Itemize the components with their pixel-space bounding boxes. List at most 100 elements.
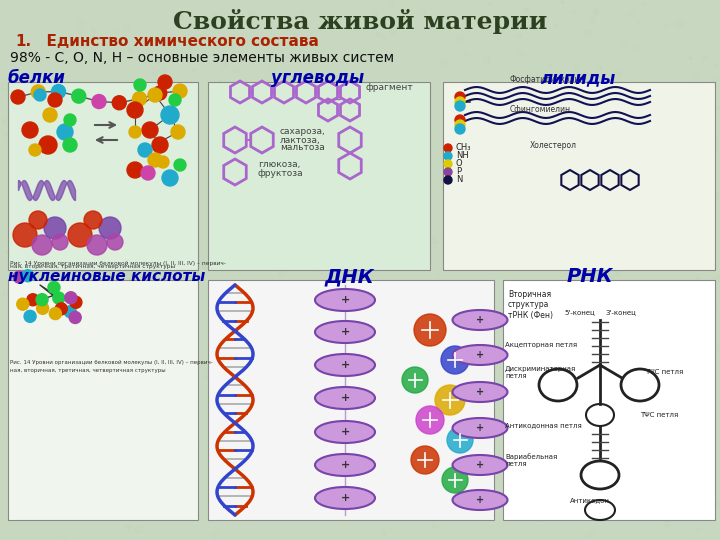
Circle shape — [48, 281, 60, 293]
Circle shape — [141, 166, 155, 180]
Text: Вторичная
структура
тРНК (Фен): Вторичная структура тРНК (Фен) — [508, 290, 553, 320]
Circle shape — [70, 296, 82, 308]
Ellipse shape — [452, 455, 508, 475]
Circle shape — [13, 223, 37, 247]
Circle shape — [107, 234, 123, 250]
Text: +: + — [341, 427, 350, 437]
Text: липиды: липиды — [541, 69, 616, 87]
Text: Холестерол: Холестерол — [530, 140, 577, 150]
Circle shape — [92, 94, 106, 109]
Circle shape — [64, 306, 76, 318]
Text: углеводы: углеводы — [271, 69, 364, 87]
Circle shape — [162, 170, 178, 186]
Circle shape — [29, 211, 47, 229]
Circle shape — [29, 144, 41, 156]
Circle shape — [416, 406, 444, 434]
Circle shape — [414, 314, 446, 346]
Circle shape — [435, 385, 465, 415]
Bar — [8, 280, 198, 520]
Circle shape — [24, 310, 36, 322]
Text: TΨC петля: TΨC петля — [645, 369, 683, 375]
Ellipse shape — [452, 418, 508, 438]
Text: +: + — [341, 393, 350, 403]
Text: NH: NH — [456, 152, 469, 160]
Circle shape — [27, 294, 39, 306]
Ellipse shape — [315, 421, 375, 443]
Circle shape — [153, 86, 167, 100]
Circle shape — [138, 143, 152, 157]
Circle shape — [444, 144, 452, 152]
Circle shape — [134, 79, 146, 91]
Ellipse shape — [315, 321, 375, 343]
Circle shape — [36, 294, 48, 306]
Text: ТΨС петля: ТΨС петля — [640, 412, 678, 418]
Text: Антикодонная петля: Антикодонная петля — [505, 422, 582, 428]
Circle shape — [148, 153, 162, 167]
Circle shape — [11, 90, 25, 104]
Circle shape — [174, 159, 186, 171]
Text: +: + — [341, 493, 350, 503]
Text: фрагмент: фрагмент — [365, 84, 413, 92]
Circle shape — [48, 93, 62, 107]
Bar — [503, 280, 715, 520]
Text: Свойства живой материи: Свойства живой материи — [173, 10, 547, 35]
Circle shape — [173, 84, 187, 98]
Text: +: + — [341, 295, 350, 305]
Circle shape — [32, 235, 52, 255]
Bar — [443, 82, 715, 270]
Ellipse shape — [315, 387, 375, 409]
Circle shape — [127, 102, 143, 118]
Ellipse shape — [315, 289, 375, 311]
Text: Фосфатидилхолин: Фосфатидилхолин — [510, 75, 585, 84]
Text: 3'-конец: 3'-конец — [605, 309, 636, 315]
Text: нуклеиновые кислоты: нуклеиновые кислоты — [8, 269, 205, 285]
Circle shape — [44, 217, 66, 239]
Circle shape — [34, 89, 46, 101]
Circle shape — [152, 137, 168, 153]
Text: Сфингомиелин: Сфингомиелин — [510, 105, 571, 114]
Circle shape — [444, 160, 452, 168]
Text: 1.: 1. — [15, 35, 31, 50]
Circle shape — [84, 211, 102, 229]
Text: +: + — [476, 423, 484, 433]
Circle shape — [158, 75, 172, 89]
Text: +: + — [476, 495, 484, 505]
Text: мальтоза: мальтоза — [280, 144, 325, 152]
Circle shape — [52, 234, 68, 250]
Circle shape — [57, 124, 73, 140]
Text: ная, вторичная, третичная, четвертичная структуры: ная, вторичная, третичная, четвертичная … — [10, 264, 175, 269]
Circle shape — [455, 120, 465, 130]
Bar — [208, 280, 494, 520]
Text: 5'-конец: 5'-конец — [564, 309, 595, 315]
Circle shape — [142, 122, 158, 138]
Text: N: N — [456, 176, 462, 185]
Circle shape — [447, 427, 473, 453]
Text: фруктоза: фруктоза — [258, 168, 304, 178]
Circle shape — [411, 446, 439, 474]
Text: лактоза,: лактоза, — [280, 136, 320, 145]
Circle shape — [68, 223, 92, 247]
Circle shape — [442, 467, 468, 493]
Text: Вариабельная
петля: Вариабельная петля — [505, 453, 557, 467]
Circle shape — [39, 136, 57, 154]
Circle shape — [157, 156, 169, 168]
Text: +: + — [476, 460, 484, 470]
Text: Акцепторная петля: Акцепторная петля — [505, 342, 577, 348]
Circle shape — [402, 367, 428, 393]
Text: O: O — [456, 159, 463, 168]
Text: белки: белки — [8, 69, 66, 87]
Circle shape — [64, 114, 76, 126]
Text: Рис. 14 Уровни организации белковой молекулы (I, II, III, IV) – первич-: Рис. 14 Уровни организации белковой моле… — [10, 261, 226, 266]
Circle shape — [99, 217, 121, 239]
Bar — [8, 82, 198, 270]
Circle shape — [37, 302, 49, 314]
Text: ная, вторичная, третичная, четвертичная структуры: ная, вторичная, третичная, четвертичная … — [10, 368, 166, 373]
Circle shape — [169, 94, 181, 106]
Circle shape — [127, 162, 143, 178]
Circle shape — [444, 176, 452, 184]
Circle shape — [22, 270, 34, 282]
Circle shape — [444, 168, 452, 176]
Ellipse shape — [315, 354, 375, 376]
Circle shape — [455, 92, 465, 102]
Text: Рис. 14 Уровни организации белковой молекулы (I, II, III, IV) – первич-: Рис. 14 Уровни организации белковой моле… — [10, 360, 212, 365]
